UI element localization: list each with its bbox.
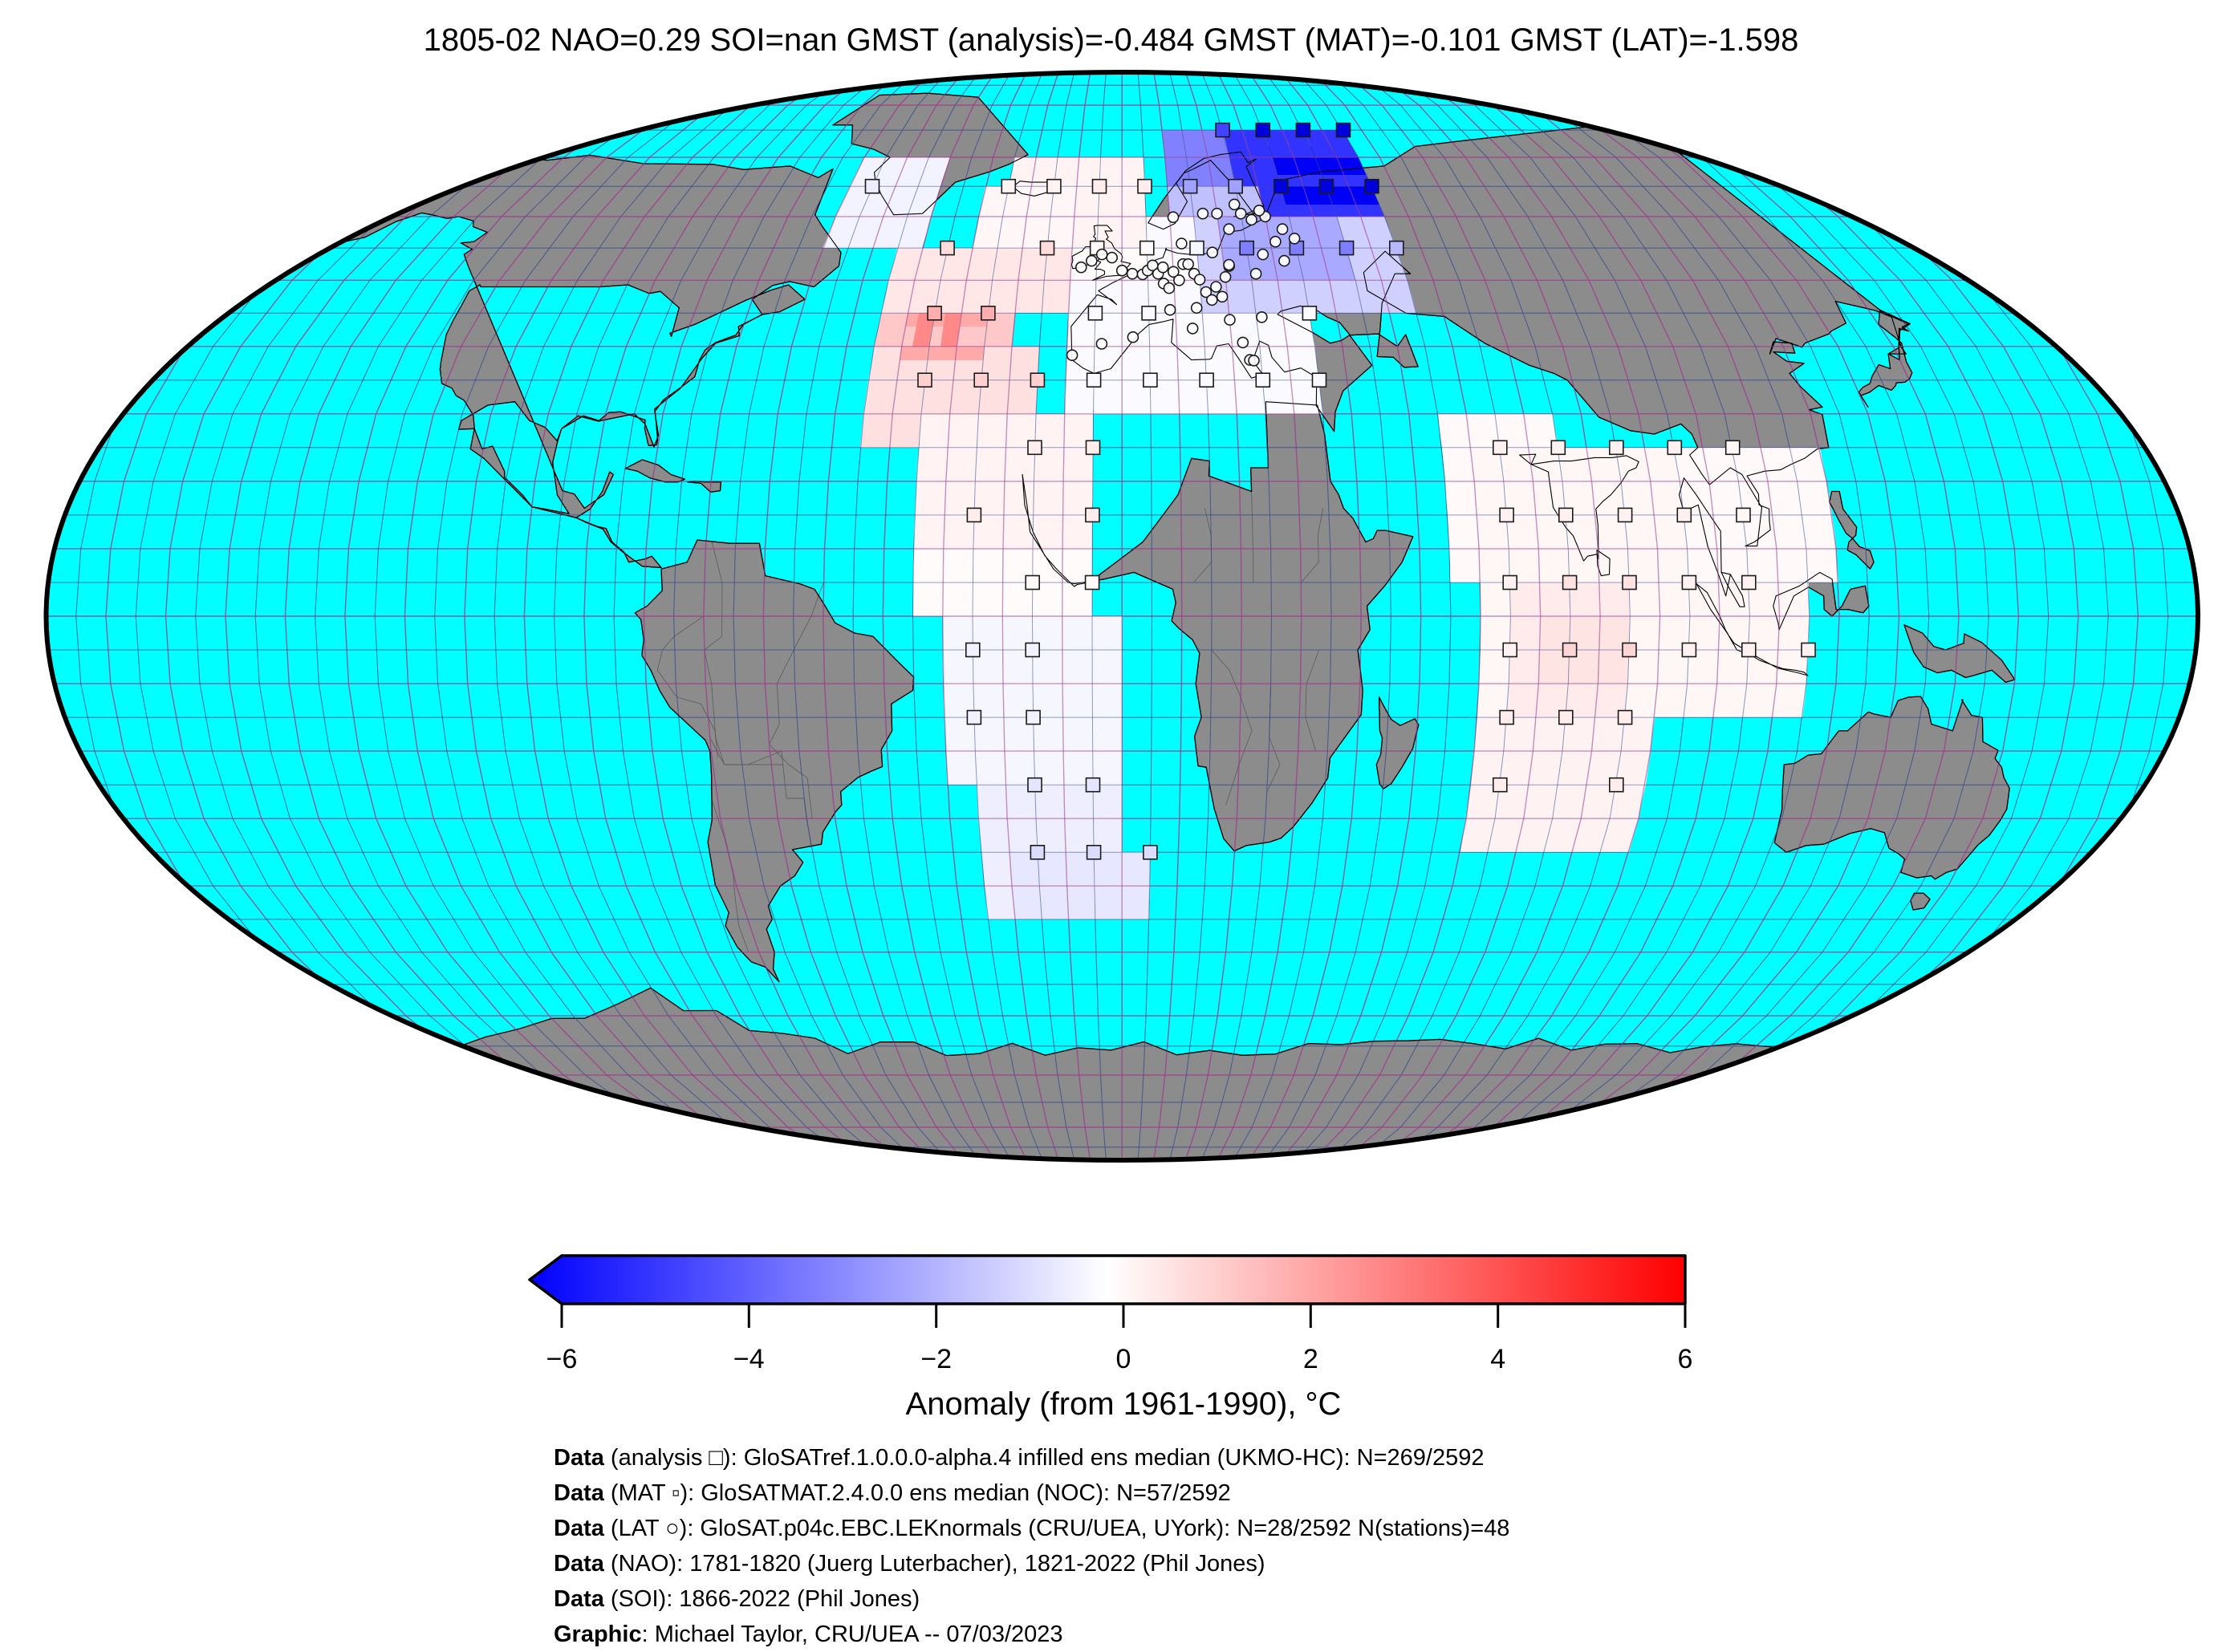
svg-text:Anomaly (from 1961-1990), °C: Anomaly (from 1961-1990), °C — [906, 1386, 1342, 1422]
svg-text:4: 4 — [1490, 1344, 1505, 1374]
svg-text:0: 0 — [1116, 1344, 1131, 1374]
svg-text:−4: −4 — [733, 1344, 765, 1374]
svg-text:−2: −2 — [920, 1344, 952, 1374]
svg-text:2: 2 — [1303, 1344, 1318, 1374]
svg-text:6: 6 — [1678, 1344, 1693, 1374]
svg-text:−6: −6 — [546, 1344, 578, 1374]
